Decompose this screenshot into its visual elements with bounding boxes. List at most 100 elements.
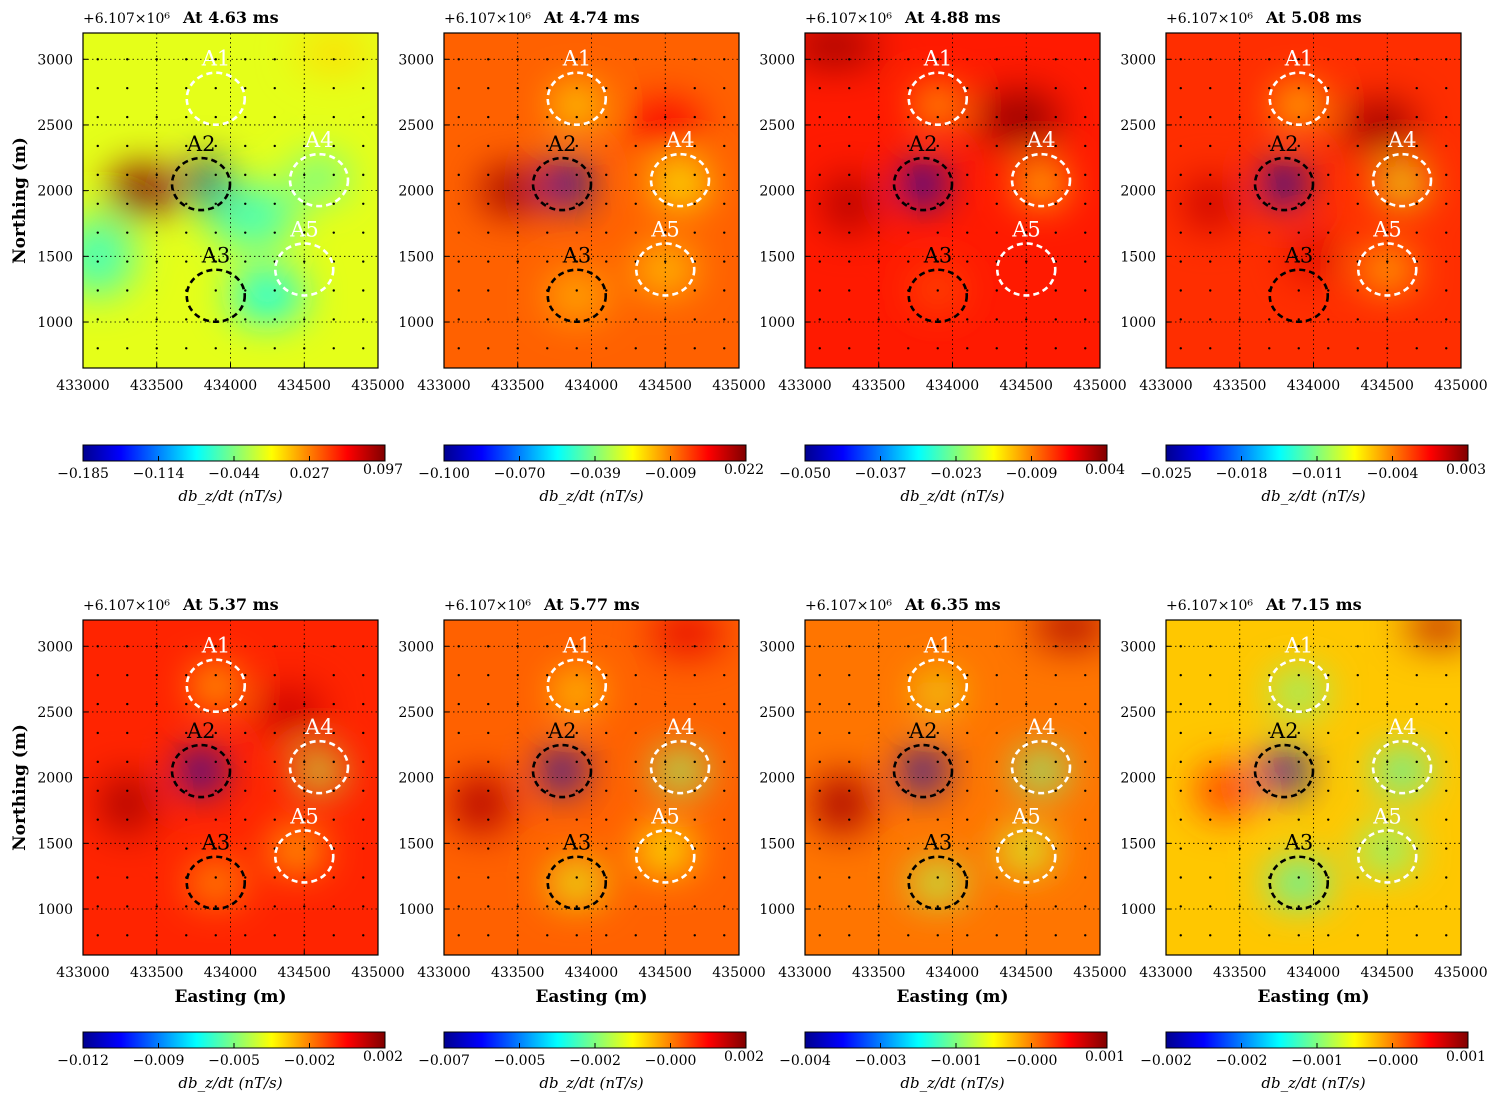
anomaly-label-a2: A2 xyxy=(908,719,938,743)
station-dot xyxy=(457,760,460,764)
station-dot xyxy=(575,731,578,735)
heatmap-blob xyxy=(270,828,324,871)
station-dot xyxy=(96,289,99,292)
anomaly-label-a5: A5 xyxy=(289,804,319,828)
station-dot xyxy=(664,847,667,850)
panel-5: A1 A2 A3 A4 A5 +6.107×10⁶ At 5.37 ms 1000 1500 20… xyxy=(10,595,405,1092)
station-dot xyxy=(155,702,158,706)
station-dot xyxy=(332,347,335,350)
station-dot xyxy=(818,818,821,821)
station-dot xyxy=(818,173,821,177)
station-dot xyxy=(1054,673,1057,677)
station-dot xyxy=(1084,789,1087,792)
colorbar-label: db_z/dt (nT/s) xyxy=(900,1074,1004,1092)
station-dot xyxy=(693,202,696,205)
station-dot xyxy=(1084,318,1087,321)
y-tick-label: 3000 xyxy=(759,639,795,655)
y-offset-label: +6.107×10⁶ xyxy=(83,11,170,27)
station-dot xyxy=(1054,934,1057,937)
station-dot xyxy=(546,934,549,937)
station-dot xyxy=(1415,905,1418,908)
station-dot xyxy=(634,231,637,234)
heatmap-field xyxy=(1166,620,1461,955)
station-dot xyxy=(907,173,910,177)
station-dot xyxy=(664,702,667,706)
station-dot xyxy=(693,702,696,706)
anomaly-label-a1: A1 xyxy=(1284,47,1314,71)
station-dot xyxy=(185,847,188,850)
station-dot xyxy=(1297,760,1300,764)
station-dot xyxy=(126,731,129,735)
x-axis-label: Easting (m) xyxy=(1257,987,1369,1007)
station-dot xyxy=(244,818,247,821)
y-tick-label: 2000 xyxy=(1120,771,1156,787)
station-dot xyxy=(126,231,129,234)
station-dot xyxy=(1297,260,1300,263)
heatmap-blob xyxy=(289,155,349,200)
x-tick-label: 434500 xyxy=(1000,378,1053,394)
panel-6: A1 A2 A3 A4 A5 +6.107×10⁶ At 5.77 ms 1000 1500 20… xyxy=(398,595,765,1092)
station-dot xyxy=(877,876,880,879)
station-dot xyxy=(848,144,851,148)
station-dot xyxy=(723,231,726,234)
station-dot xyxy=(936,318,939,321)
station-dot xyxy=(516,673,519,677)
station-dot xyxy=(1297,86,1300,90)
station-dot xyxy=(516,760,519,764)
y-offset-label: +6.107×10⁶ xyxy=(83,598,170,614)
station-dot xyxy=(516,847,519,850)
station-dot xyxy=(1268,173,1271,177)
station-dot xyxy=(1297,58,1300,61)
station-dot xyxy=(185,144,188,148)
station-dot xyxy=(303,934,306,937)
anomaly-circle-a3 xyxy=(907,855,969,911)
station-dot xyxy=(214,347,217,350)
colorbar-tick-label: −0.009 xyxy=(133,1053,185,1069)
station-dot xyxy=(966,905,969,908)
y-tick-label: 2000 xyxy=(759,184,795,200)
station-dot xyxy=(1415,876,1418,879)
station-dot xyxy=(155,760,158,764)
station-dot xyxy=(1327,905,1330,908)
station-dot xyxy=(1415,934,1418,937)
station-dot xyxy=(126,260,129,263)
station-dot xyxy=(457,347,460,350)
colorbar-tick-label: −0.002 xyxy=(569,1053,621,1069)
station-dot xyxy=(303,58,306,61)
station-dot xyxy=(907,905,910,908)
station-dot xyxy=(605,318,608,321)
anomaly-circle-a3 xyxy=(907,268,969,324)
station-dot xyxy=(848,318,851,321)
station-dot xyxy=(1445,673,1448,677)
station-dot xyxy=(1179,645,1182,648)
station-dot xyxy=(723,731,726,735)
station-dot xyxy=(848,876,851,879)
station-dot xyxy=(1386,905,1389,908)
station-dot xyxy=(185,760,188,764)
x-tick-label: 433500 xyxy=(852,378,905,394)
anomaly-label-a5: A5 xyxy=(1011,804,1041,828)
station-dot xyxy=(848,231,851,234)
station-dot xyxy=(966,847,969,850)
station-dot xyxy=(966,702,969,706)
station-dot xyxy=(995,231,998,234)
station-dot xyxy=(693,231,696,234)
panel-7: A1 A2 A3 A4 A5 +6.107×10⁶ At 6.35 ms 1000 1500 20… xyxy=(759,595,1126,1092)
anomaly-circle-a1 xyxy=(185,71,247,126)
y-tick-label: 1500 xyxy=(759,836,795,852)
anomaly-circle-a3 xyxy=(546,855,608,911)
station-dot xyxy=(126,905,129,908)
station-dot xyxy=(362,934,365,937)
station-dot xyxy=(605,760,608,764)
station-dot xyxy=(457,260,460,263)
station-dot xyxy=(96,702,99,706)
station-dot xyxy=(664,731,667,735)
station-dot xyxy=(1268,673,1271,677)
station-dot xyxy=(966,318,969,321)
station-dot xyxy=(818,260,821,263)
station-dot xyxy=(1327,289,1330,292)
y-tick-label: 1000 xyxy=(398,902,434,918)
colorbar-label: db_z/dt (nT/s) xyxy=(900,487,1004,505)
station-dot xyxy=(1327,876,1330,879)
anomaly-label-a1: A1 xyxy=(201,634,231,658)
